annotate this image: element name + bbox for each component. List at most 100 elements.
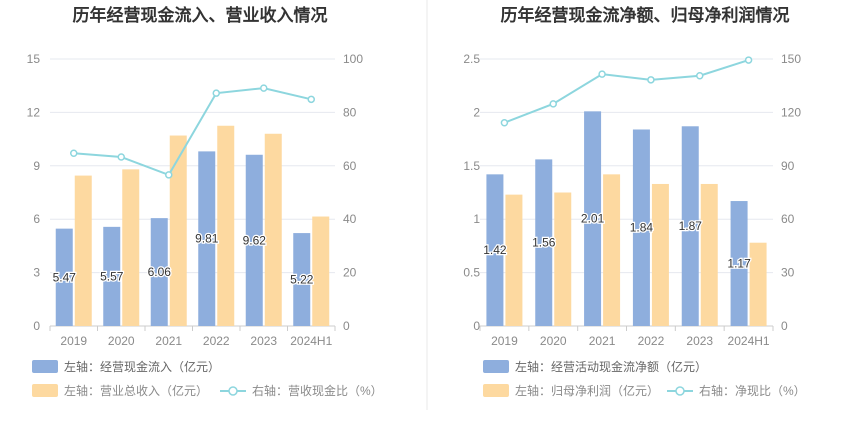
bar-left-series xyxy=(198,151,216,326)
y-left-tick-label: 2.5 xyxy=(463,52,480,66)
x-tick-label: 2024H1 xyxy=(290,334,332,348)
legend-label: 左轴：经营活动现金流净额（亿元） xyxy=(515,359,707,374)
ratio-line-point xyxy=(70,149,78,158)
legend-label: 左轴：经营现金流入（亿元） xyxy=(64,359,220,374)
bar-data-label: 6.06 xyxy=(148,265,172,279)
ratio-line-point xyxy=(598,70,606,78)
bar-right-series xyxy=(700,183,718,326)
bar-left-series xyxy=(103,226,121,326)
y-right-tick-label: 30 xyxy=(781,266,795,280)
legend-swatch-right-bar xyxy=(483,384,509,397)
y-left-tick-label: 12 xyxy=(27,105,41,119)
bar-data-label: 2.01 xyxy=(581,212,605,226)
y-left-tick-label: 2 xyxy=(473,105,480,119)
x-tick-label: 2020 xyxy=(108,334,135,348)
bar-left-series xyxy=(150,218,168,326)
y-right-tick-label: 60 xyxy=(343,159,357,173)
bar-left-series xyxy=(486,174,504,326)
ratio-line-point xyxy=(549,100,557,108)
legend-swatch-left-bar xyxy=(483,360,509,373)
y-left-tick-label: 6 xyxy=(33,212,40,226)
y-right-tick-label: 40 xyxy=(343,212,357,226)
bar-data-label: 5.57 xyxy=(100,269,124,283)
bar-right-series xyxy=(264,133,282,326)
x-tick-label: 2020 xyxy=(540,334,567,348)
bar-left-series xyxy=(245,154,263,326)
ratio-line-point xyxy=(696,71,704,80)
y-left-tick-label: 9 xyxy=(33,159,40,173)
bar-left-series xyxy=(535,159,553,326)
bar-left-series xyxy=(632,129,650,326)
ratio-line-point xyxy=(212,89,220,97)
legend-label: 左轴：归母净利润（亿元） xyxy=(515,383,659,398)
bar-right-series xyxy=(603,174,621,326)
y-right-tick-label: 20 xyxy=(343,266,357,280)
y-left-tick-label: 15 xyxy=(27,52,41,66)
ratio-line-point xyxy=(307,95,315,104)
ratio-line-point xyxy=(165,171,173,179)
x-tick-label: 2021 xyxy=(155,334,182,348)
bar-right-series xyxy=(312,216,330,326)
bar-data-label: 9.81 xyxy=(195,232,219,246)
ratio-line-point xyxy=(260,84,268,92)
bar-data-label: 5.47 xyxy=(53,270,77,284)
y-left-tick-label: 0 xyxy=(473,319,480,333)
y-right-tick-label: 150 xyxy=(781,52,801,66)
bar-data-label: 1.17 xyxy=(727,257,751,271)
x-tick-label: 2024H1 xyxy=(728,334,770,348)
bar-right-series xyxy=(651,183,669,326)
x-tick-label: 2023 xyxy=(686,334,713,348)
legend-swatch-line-point xyxy=(675,386,685,396)
bar-right-series xyxy=(74,175,92,326)
y-left-tick-label: 3 xyxy=(33,266,40,280)
legend-label: 右轴：营收现金比（%） xyxy=(252,383,383,398)
legend-label: 左轴：营业总收入（亿元） xyxy=(64,383,208,398)
legend-swatch-left-bar xyxy=(32,360,58,373)
bar-left-series xyxy=(55,228,73,326)
y-left-tick-label: 1 xyxy=(473,212,480,226)
bar-left-series xyxy=(681,126,699,326)
ratio-line-point xyxy=(744,56,753,64)
bar-right-series xyxy=(505,194,523,326)
y-right-tick-label: 90 xyxy=(781,159,795,173)
net-cash-flow-profit-chart: 历年经营现金流净额、归母净利润情况 0 0.5 1 1.5 2 2.5 0 30 60 90 120 1… xyxy=(463,5,805,398)
cash-inflow-revenue-chart: 历年经营现金流入、营业收入情况 0 3 6 9 12 15 0 20 40 60 80 100 2019 2… xyxy=(27,5,383,398)
x-tick-label: 2019 xyxy=(60,334,87,348)
bar-right-series xyxy=(169,135,187,326)
y-left-tick-label: 0.5 xyxy=(463,266,480,280)
x-tick-label: 2023 xyxy=(250,334,277,348)
legend-swatch-right-bar xyxy=(32,384,58,397)
x-tick-label: 2022 xyxy=(638,334,665,348)
ratio-line-point xyxy=(117,153,125,161)
legend-swatch-line-point xyxy=(228,386,238,396)
legend-label: 右轴：净现比（%） xyxy=(699,383,806,398)
bar-right-series xyxy=(554,192,572,326)
ratio-line-point xyxy=(647,76,655,84)
chart-title: 历年经营现金流入、营业收入情况 xyxy=(73,5,328,25)
x-tick-label: 2019 xyxy=(491,334,518,348)
y-right-tick-label: 60 xyxy=(781,212,795,226)
x-tick-label: 2021 xyxy=(589,334,616,348)
bar-data-label: 9.62 xyxy=(243,233,267,247)
ratio-line xyxy=(504,59,749,124)
y-right-tick-label: 0 xyxy=(343,319,350,333)
bar-right-series xyxy=(122,169,140,326)
y-right-tick-label: 100 xyxy=(343,52,363,66)
bar-data-label: 1.84 xyxy=(630,221,654,235)
ratio-line xyxy=(73,87,312,177)
y-left-tick-label: 1.5 xyxy=(463,159,480,173)
bar-data-label: 1.42 xyxy=(483,243,507,257)
y-right-tick-label: 0 xyxy=(781,319,788,333)
bar-left-series xyxy=(584,111,602,326)
bar-right-series xyxy=(217,125,235,326)
y-right-tick-label: 80 xyxy=(343,105,357,119)
ratio-line-point xyxy=(500,118,509,127)
y-left-tick-label: 0 xyxy=(33,319,40,333)
bar-data-label: 1.87 xyxy=(679,219,703,233)
x-tick-label: 2022 xyxy=(203,334,230,348)
bar-data-label: 5.22 xyxy=(290,273,314,287)
bar-left-series xyxy=(293,233,311,326)
y-right-tick-label: 120 xyxy=(781,105,801,119)
chart-title: 历年经营现金流净额、归母净利润情况 xyxy=(501,5,790,25)
